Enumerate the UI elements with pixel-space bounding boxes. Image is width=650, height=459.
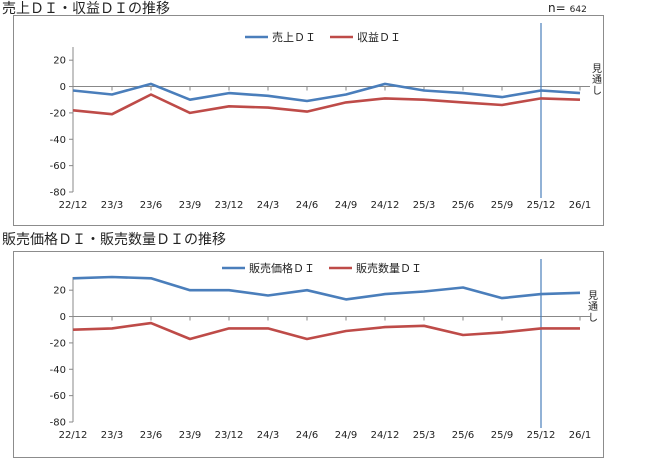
chart1-frame bbox=[13, 15, 604, 226]
chart2-y-tick-label: 20 bbox=[53, 286, 66, 297]
chart1-forecast-label-char: 通 bbox=[592, 74, 602, 86]
chart2-x-tick-label: 25/3 bbox=[413, 430, 435, 441]
chart1-x-tick-label: 26/1 bbox=[569, 200, 591, 211]
chart2-x-tick-label: 22/12 bbox=[59, 430, 88, 441]
chart2-y-tick-label: -20 bbox=[50, 338, 66, 349]
chart2-x-tick-label: 23/12 bbox=[215, 430, 244, 441]
chart1-series-1-line bbox=[72, 93, 581, 116]
chart2-x-tick-label: 23/3 bbox=[101, 430, 123, 441]
sample-size-prefix: n= bbox=[548, 1, 566, 15]
chart1-x-tick-label: 25/6 bbox=[452, 200, 474, 211]
chart2-forecast-label-char: 見 bbox=[588, 290, 598, 302]
chart1-x-tick-label: 23/6 bbox=[140, 200, 162, 211]
chart1-y-tick-label: 0 bbox=[60, 82, 66, 93]
chart1-x-tick-label: 24/3 bbox=[257, 200, 279, 211]
sample-size-value: 642 bbox=[569, 5, 587, 15]
chart2-x-tick-label: 25/9 bbox=[491, 430, 513, 441]
chart1-y-tick-label: -20 bbox=[50, 108, 66, 119]
chart2-forecast-label-char: し bbox=[588, 312, 598, 324]
chart1-x-tick-label: 23/3 bbox=[101, 200, 123, 211]
chart2-x-tick-label: 24/3 bbox=[257, 430, 279, 441]
chart1-x-tick-label: 25/12 bbox=[527, 200, 556, 211]
chart1-y-tick-label: -40 bbox=[50, 135, 66, 146]
chart1-y-tick-label: -80 bbox=[50, 188, 66, 199]
chart1-legend-label-0: 売上ＤＩ bbox=[272, 31, 316, 44]
chart1-legend-label-1: 収益ＤＩ bbox=[357, 30, 401, 44]
chart2-forecast-label-char: 通 bbox=[588, 301, 598, 313]
chart1-forecast-label-char: 見 bbox=[592, 63, 602, 75]
chart1-forecast-label-char: し bbox=[592, 85, 602, 97]
chart1-x-tick-label: 23/12 bbox=[215, 200, 244, 211]
chart2-title: 販売価格ＤＩ・販売数量ＤＩの推移 bbox=[2, 232, 226, 248]
chart2-legend-label-0: 販売価格ＤＩ bbox=[249, 261, 315, 275]
chart2-y-tick-label: -40 bbox=[50, 365, 66, 376]
sample-size-label: n= 642 bbox=[548, 1, 587, 15]
chart2-series-0-line bbox=[72, 275, 581, 301]
chart1-x-tick-label: 24/12 bbox=[371, 200, 400, 211]
chart1-x-tick-label: 23/9 bbox=[179, 200, 201, 211]
chart1-x-tick-label: 25/9 bbox=[491, 200, 513, 211]
chart2-x-tick-label: 25/6 bbox=[452, 430, 474, 441]
chart2-x-tick-label: 23/9 bbox=[179, 430, 201, 441]
chart2-y-tick-label: 0 bbox=[60, 312, 66, 323]
chart1-x-tick-label: 24/9 bbox=[335, 200, 357, 211]
chart2-y-tick-label: -60 bbox=[50, 391, 66, 402]
chart2-series-1-line bbox=[72, 321, 580, 341]
chart1-y-tick-label: 20 bbox=[53, 56, 66, 67]
chart1-series-0-line bbox=[72, 82, 581, 103]
chart2-x-tick-label: 25/12 bbox=[527, 430, 556, 441]
chart1-x-tick-label: 22/12 bbox=[59, 200, 88, 211]
chart1-x-tick-label: 25/3 bbox=[413, 200, 435, 211]
chart2-x-tick-label: 24/12 bbox=[371, 430, 400, 441]
chart2-frame bbox=[13, 251, 604, 458]
chart1-title: 売上ＤＩ・収益ＤＩの推移 bbox=[2, 1, 170, 17]
chart2-x-tick-label: 24/9 bbox=[335, 430, 357, 441]
chart2-legend-label-1: 販売数量ＤＩ bbox=[356, 262, 422, 275]
chart2-x-tick-label: 24/6 bbox=[296, 430, 318, 441]
chart2-y-tick-label: -80 bbox=[50, 418, 66, 429]
chart1-x-tick-label: 24/6 bbox=[296, 200, 318, 211]
chart2-x-tick-label: 23/6 bbox=[140, 430, 162, 441]
chart2-x-tick-label: 26/1 bbox=[569, 430, 591, 441]
chart1-y-tick-label: -60 bbox=[50, 161, 66, 172]
